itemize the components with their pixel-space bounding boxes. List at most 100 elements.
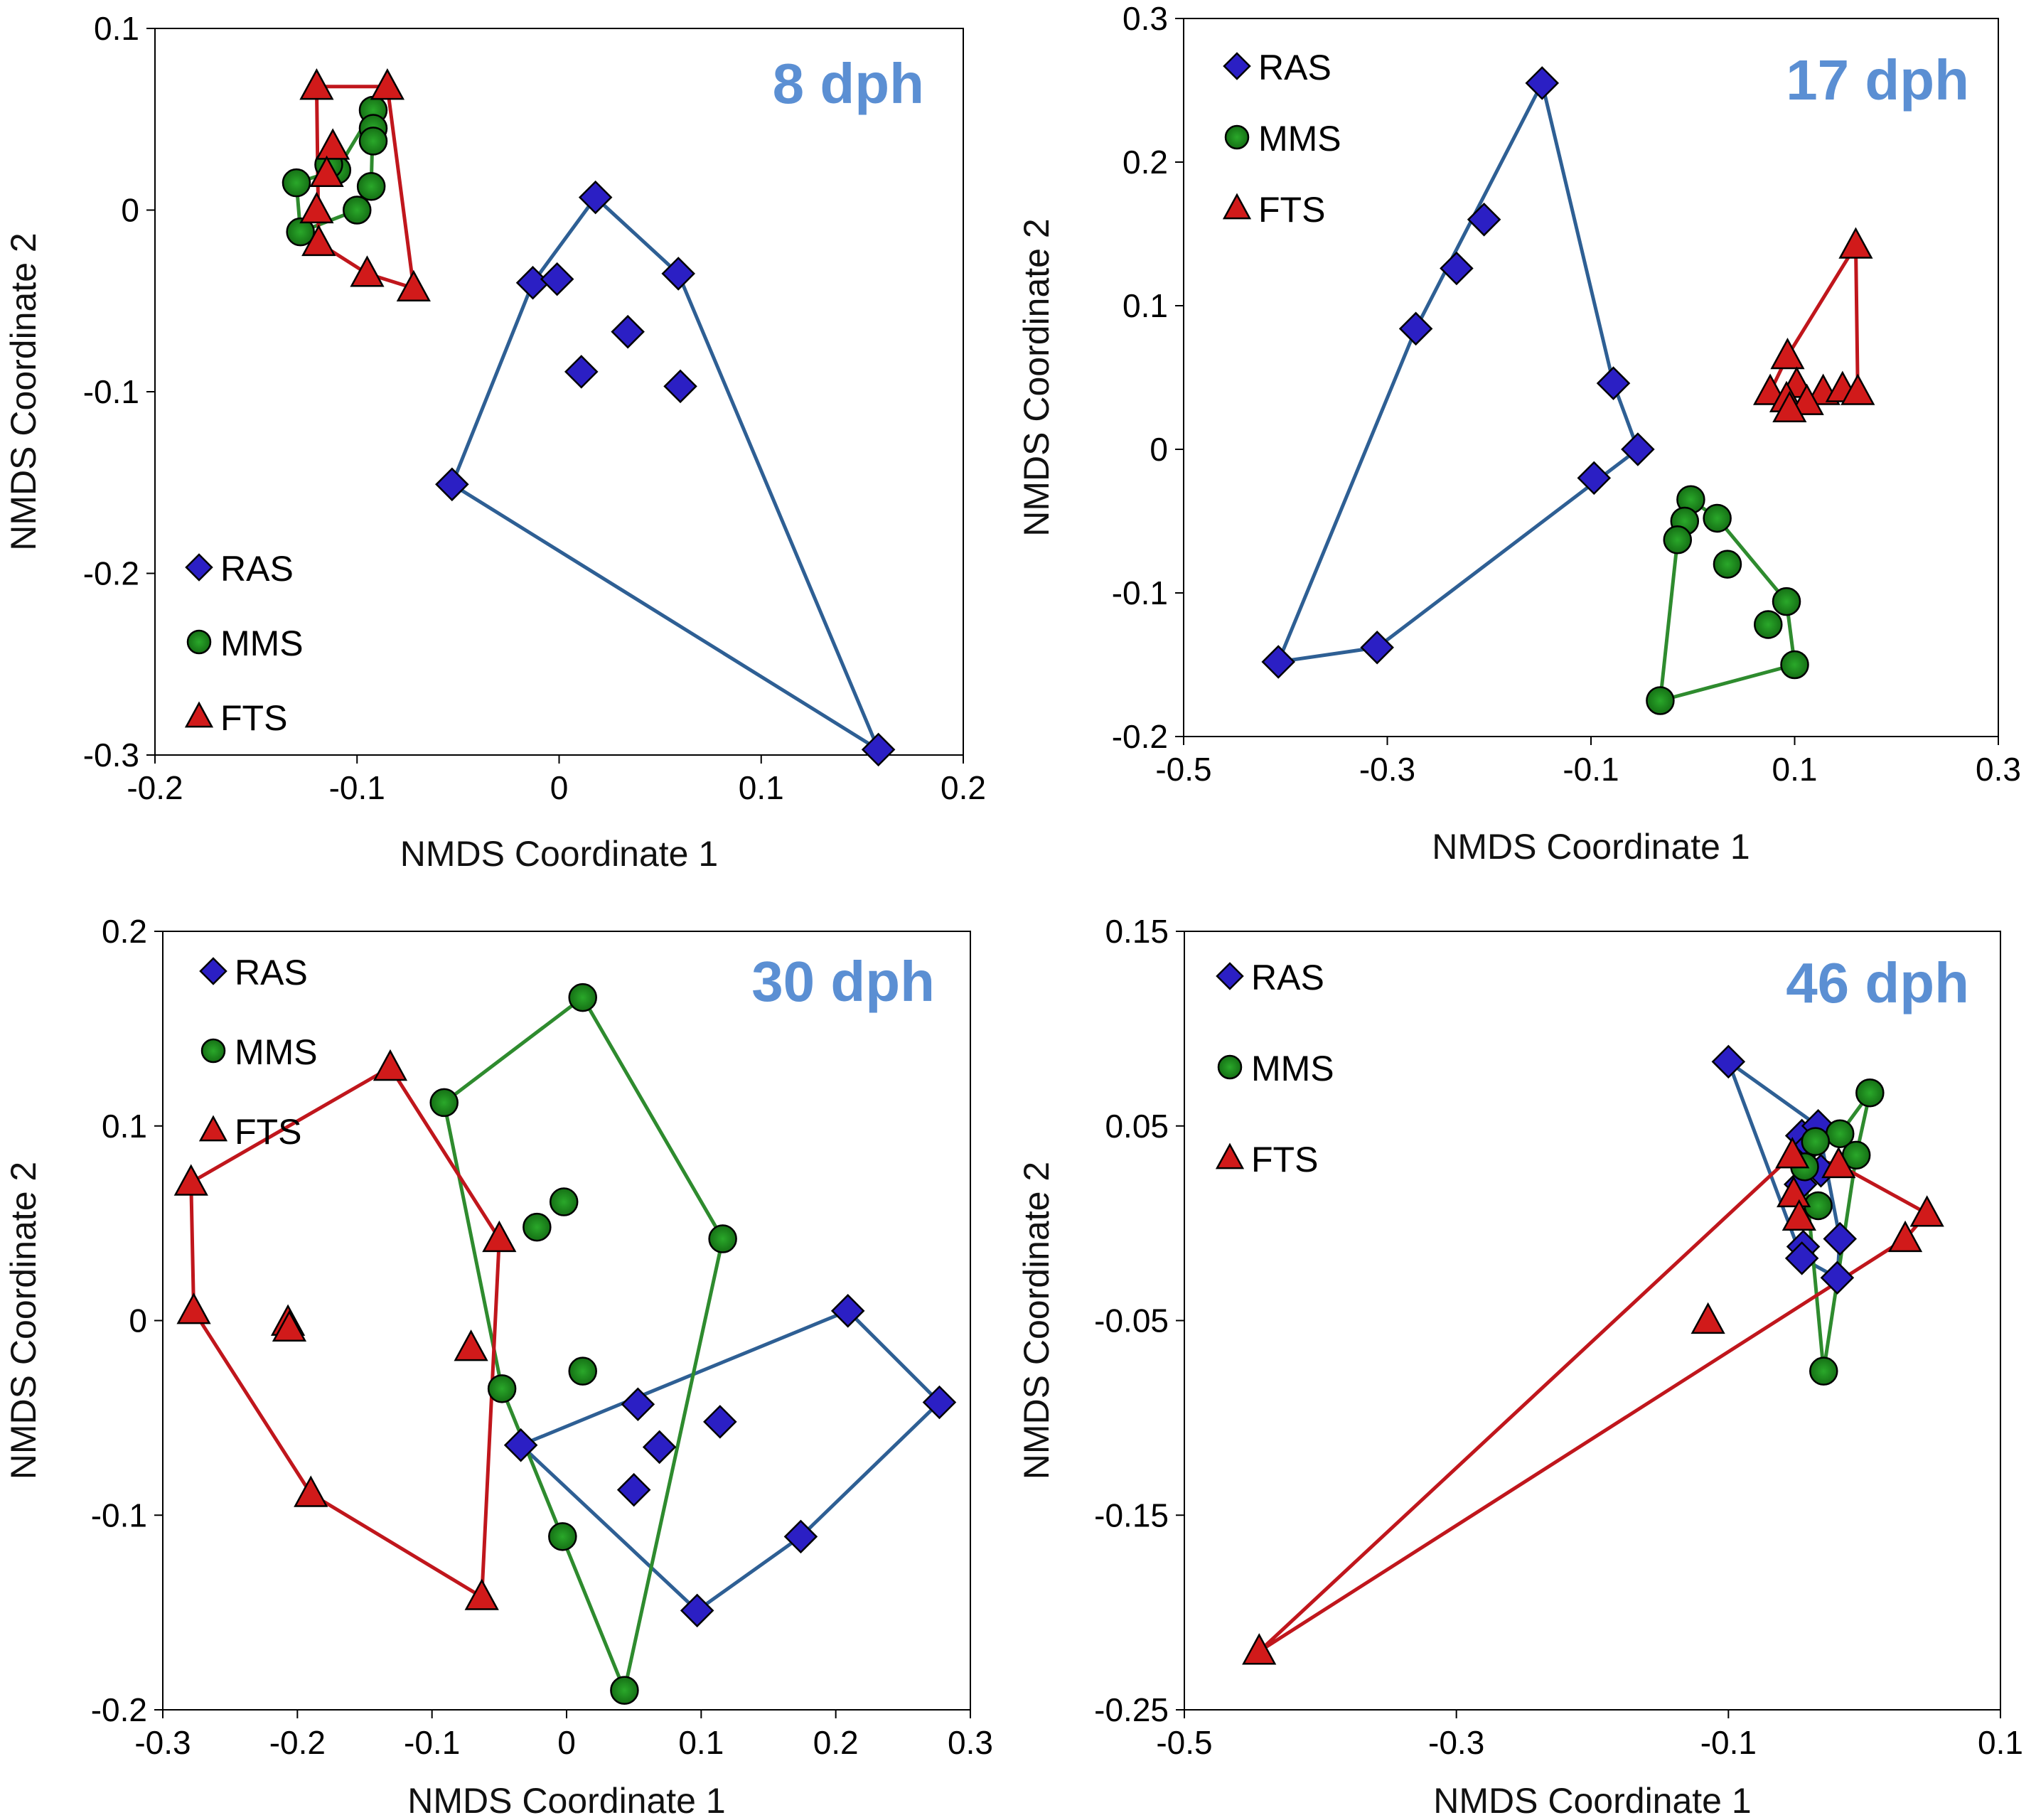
- x-tick-label: 0.3: [1976, 751, 2021, 788]
- y-axis-label: NMDS Coordinate 2: [4, 1162, 43, 1479]
- y-tick-label: 0: [129, 1302, 147, 1339]
- panel-8dph: 8 dph NMDS Coordinate 1 NMDS Coordinate …: [4, 10, 986, 874]
- legend-label-mms: MMS: [1258, 119, 1341, 159]
- legend-label-mms: MMS: [220, 623, 304, 663]
- point-fts: [1775, 1137, 1810, 1169]
- point-mms: [549, 1187, 579, 1216]
- point-fts: [301, 224, 336, 257]
- point-ras: [1261, 645, 1295, 679]
- legend-marker-mms: [1224, 124, 1250, 150]
- point-ras: [540, 262, 574, 296]
- legend-label-ras: RAS: [1251, 958, 1324, 997]
- point-ras: [1440, 251, 1474, 286]
- point-fts: [1691, 1302, 1725, 1334]
- point-ras: [611, 314, 645, 349]
- y-tick-label: 0: [1150, 431, 1168, 468]
- point-fts: [396, 269, 431, 301]
- point-fts: [173, 1164, 208, 1196]
- x-tick-label: -0.1: [1700, 1724, 1757, 1761]
- y-tick-label: 0.1: [94, 10, 139, 47]
- panel-46dph: 46 dph NMDS Coordinate 1 NMDS Coordinate…: [1017, 913, 2023, 1820]
- x-axis-label: NMDS Coordinate 1: [1432, 827, 1750, 867]
- x-tick-label: -0.5: [1156, 1724, 1212, 1761]
- point-ras: [1360, 630, 1394, 665]
- point-mms: [568, 983, 597, 1012]
- point-ras: [515, 265, 550, 300]
- point-mms: [523, 1212, 552, 1242]
- y-tick-label: -0.1: [1112, 574, 1168, 611]
- point-fts: [1821, 1146, 1856, 1179]
- legend-marker-fts: [184, 701, 214, 728]
- x-tick-label: 0.2: [813, 1724, 859, 1761]
- point-mms: [1801, 1127, 1831, 1156]
- point-ras: [703, 1405, 737, 1439]
- point-mms: [1809, 1356, 1838, 1386]
- legend-label-fts: FTS: [1258, 190, 1325, 230]
- legend-label-mms: MMS: [1251, 1049, 1334, 1088]
- point-fts: [1242, 1633, 1277, 1665]
- legend-label-ras: RAS: [220, 549, 294, 589]
- point-mms: [358, 127, 388, 156]
- point-mms: [1754, 610, 1783, 639]
- legend-marker-ras: [185, 553, 213, 582]
- point-ras: [663, 369, 697, 404]
- legend-marker-ras: [199, 957, 227, 985]
- point-ras: [1711, 1044, 1746, 1079]
- y-tick-label: -0.1: [91, 1497, 147, 1533]
- point-ras: [642, 1430, 677, 1465]
- point-ras: [661, 257, 695, 291]
- point-ras: [922, 1385, 957, 1420]
- legend-marker-fts: [198, 1115, 228, 1142]
- y-tick-label: -0.2: [1112, 718, 1168, 755]
- point-mms: [1703, 503, 1732, 533]
- legend-marker-mms: [186, 629, 212, 655]
- x-tick-label: -0.3: [134, 1724, 191, 1761]
- legend-marker-mms: [1217, 1054, 1243, 1080]
- point-mms: [356, 172, 386, 201]
- point-mms: [1855, 1078, 1885, 1108]
- y-axis-label: NMDS Coordinate 2: [1017, 218, 1056, 536]
- x-tick-label: -0.5: [1155, 751, 1211, 788]
- point-mms: [1646, 686, 1675, 715]
- legend-marker-ras: [1223, 52, 1251, 80]
- x-tick-label: -0.2: [269, 1724, 326, 1761]
- legend-marker-mms: [200, 1038, 226, 1064]
- point-mms: [1780, 650, 1809, 680]
- x-tick-label: 0.2: [941, 769, 986, 806]
- point-ras: [1577, 461, 1612, 496]
- point-mms: [1713, 550, 1742, 579]
- y-tick-label: 0.1: [1123, 287, 1168, 324]
- panel-17dph: 17 dph NMDS Coordinate 1 NMDS Coordinate…: [1017, 0, 2021, 867]
- hull-ras: [519, 1309, 941, 1612]
- point-fts: [272, 1310, 307, 1342]
- point-ras: [503, 1428, 538, 1462]
- point-fts: [1909, 1195, 1944, 1227]
- legend-label-fts: FTS: [220, 698, 287, 738]
- y-axis-label: NMDS Coordinate 2: [4, 232, 43, 550]
- point-fts: [1772, 390, 1807, 423]
- point-ras: [783, 1519, 818, 1554]
- point-ras: [1823, 1221, 1857, 1256]
- y-tick-label: 0: [121, 192, 139, 229]
- y-tick-label: 0.2: [1123, 144, 1168, 181]
- x-axis-label: NMDS Coordinate 1: [1433, 1781, 1751, 1820]
- point-ras: [621, 1387, 655, 1421]
- y-tick-label: -0.15: [1094, 1497, 1169, 1533]
- x-tick-label: -0.3: [1428, 1724, 1484, 1761]
- point-ras: [1820, 1260, 1855, 1295]
- point-fts: [1770, 337, 1805, 370]
- y-tick-label: -0.05: [1094, 1302, 1169, 1339]
- x-axis-label: NMDS Coordinate 1: [400, 834, 718, 874]
- point-mms: [429, 1088, 459, 1118]
- point-ras: [830, 1294, 865, 1328]
- x-tick-label: -0.2: [127, 769, 183, 806]
- point-ras: [616, 1472, 651, 1507]
- point-ras: [564, 355, 599, 389]
- y-tick-label: 0.1: [102, 1108, 147, 1145]
- point-fts: [482, 1220, 517, 1253]
- point-ras: [1621, 432, 1655, 466]
- point-mms: [487, 1374, 517, 1403]
- point-fts: [299, 191, 334, 224]
- x-tick-label: 0.1: [678, 1724, 724, 1761]
